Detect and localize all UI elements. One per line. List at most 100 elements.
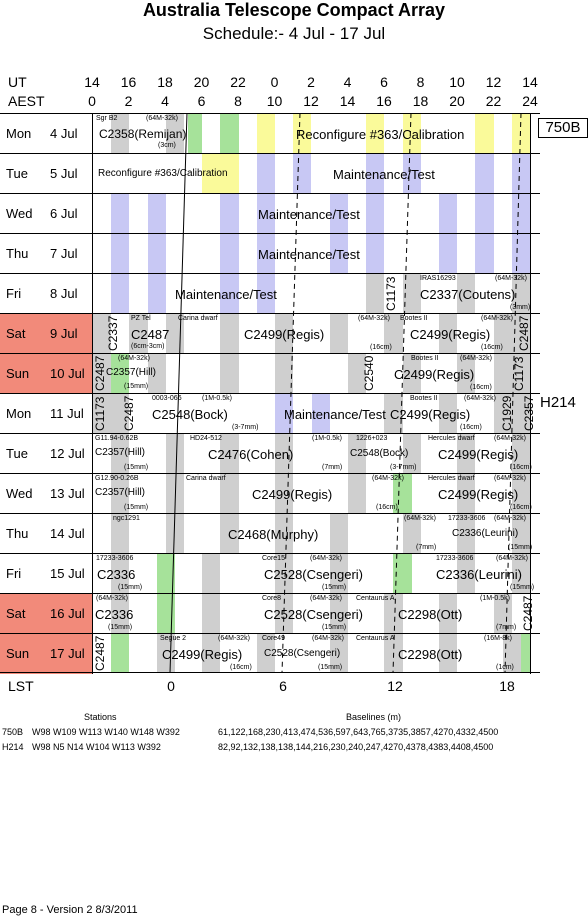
vertical-project-label: C1173 [512,356,526,391]
band-label: (3cm) [158,142,176,149]
source-label: G12.90-0.26B [95,475,139,482]
aest-tick: 8 [234,93,242,109]
aest-tick: 6 [197,93,206,109]
aest-label: AEST [8,93,45,109]
source-label: G11.94-0.62B [95,435,139,442]
schedule-row: Tue 5 Jul [0,153,540,194]
block-label: Reconfigure #363/Calibration [98,168,228,179]
vertical-project-label: C1929 [500,395,514,431]
time-stripe [457,474,476,513]
receiver-label: (64M-32k) [481,315,513,322]
band-label: (15mm) [118,584,143,591]
band-label: (16cm) [481,344,503,351]
time-stripe [111,554,130,593]
source-label: Core8 [262,595,282,602]
time-stripe [111,194,130,233]
time-stripe [366,234,385,273]
time-stripe [202,634,221,673]
ut-tick: 20 [193,74,210,90]
receiver-label: (64M-32k) [358,315,390,322]
day-name: Wed [6,206,33,221]
band-label: (16cm) [370,344,392,351]
time-stripe [511,234,530,273]
time-stripe [438,594,458,633]
source-label: 1226+023 [356,435,388,442]
day-header: Tue 5 Jul [0,154,93,194]
block-label: Maintenance/Test [333,167,435,182]
time-stripe [256,194,276,233]
day-name: Fri [6,286,22,301]
receiver-label: (64M-32k) [496,555,528,562]
project-label: C2298(Ott) [398,607,463,622]
aest-tick: 0 [88,93,96,109]
project-label: C2499(Regis) [410,327,491,342]
config-h214-name: H214 [2,742,24,752]
time-stripe [520,634,530,673]
source-label: Sgr B2 [96,115,118,122]
day-header: Sat 16 Jul [0,594,93,634]
receiver-label: (64M-32k) [494,435,526,442]
time-stripe [457,554,476,593]
vertical-project-label: C2487 [93,635,107,671]
row-border [530,274,531,314]
day-name: Mon [6,406,32,421]
day-name: Tue [6,166,28,181]
time-stripe [220,154,239,193]
source-label: Bootes II [400,315,428,322]
band-label: (3-7mm) [390,464,417,471]
time-stripe [93,394,130,433]
day-name: Tue [6,446,28,461]
day-date: 8 Jul [50,286,78,301]
block-label: Maintenance/Test [258,207,360,222]
time-stripe [457,274,476,313]
band-label: (15mm) [124,504,149,511]
time-stripe [329,554,348,593]
row-border [530,434,531,474]
block-label: Maintenance/Test [284,407,386,422]
aest-tick: 16 [376,93,392,109]
ut-label: UT [8,74,27,90]
band-label: (15mm) [508,544,533,551]
time-stripe [475,154,494,193]
receiver-label: (64M-32k) [310,555,342,562]
time-stripe [256,234,276,273]
project-label: C2499(Regis) [394,367,475,382]
time-stripe [111,474,130,513]
project-label: C2499(Regis) [252,487,333,502]
source-label: HD24-512 [190,435,222,442]
day-name: Fri [6,566,22,581]
lst-tick: 6 [279,678,287,694]
aest-tick: 14 [339,93,356,109]
vertical-project-label: C2487 [521,595,535,631]
band-label: (7mm) [496,624,517,631]
row-border [530,114,531,154]
ut-tick: 0 [270,74,279,90]
source-label: Hercules dwarf [428,475,475,482]
time-stripe [202,154,221,193]
ut-tick: 4 [343,74,352,90]
band-label: (16cm) [460,424,482,431]
band-label: (7mm) [416,544,437,551]
day-header: Mon 4 Jul [0,114,93,154]
project-label: C2336 [97,567,136,582]
time-stripe [220,234,239,273]
project-label: C2548(Bock) [350,448,409,459]
source-label: Core49 [262,635,285,642]
time-stripe [438,234,458,273]
project-label: C2528(Csengeri) [264,648,341,659]
band-label: (16cm) [230,664,252,671]
aest-tick: 10 [266,93,283,109]
time-stripe [220,514,239,553]
receiver-label: (64M-32k) [494,475,526,482]
day-date: 9 Jul [50,326,78,341]
time-stripe [438,394,458,433]
project-label: C2499(Regis) [438,447,519,462]
time-stripe [111,514,130,553]
source-label: Centaurus A [356,635,395,642]
time-stripe [329,234,348,273]
aest-tick: 12 [303,93,319,109]
ut-tick: 14 [522,74,538,90]
aest-tick: 20 [449,93,465,109]
time-stripe [475,114,494,153]
time-stripe [220,274,239,313]
